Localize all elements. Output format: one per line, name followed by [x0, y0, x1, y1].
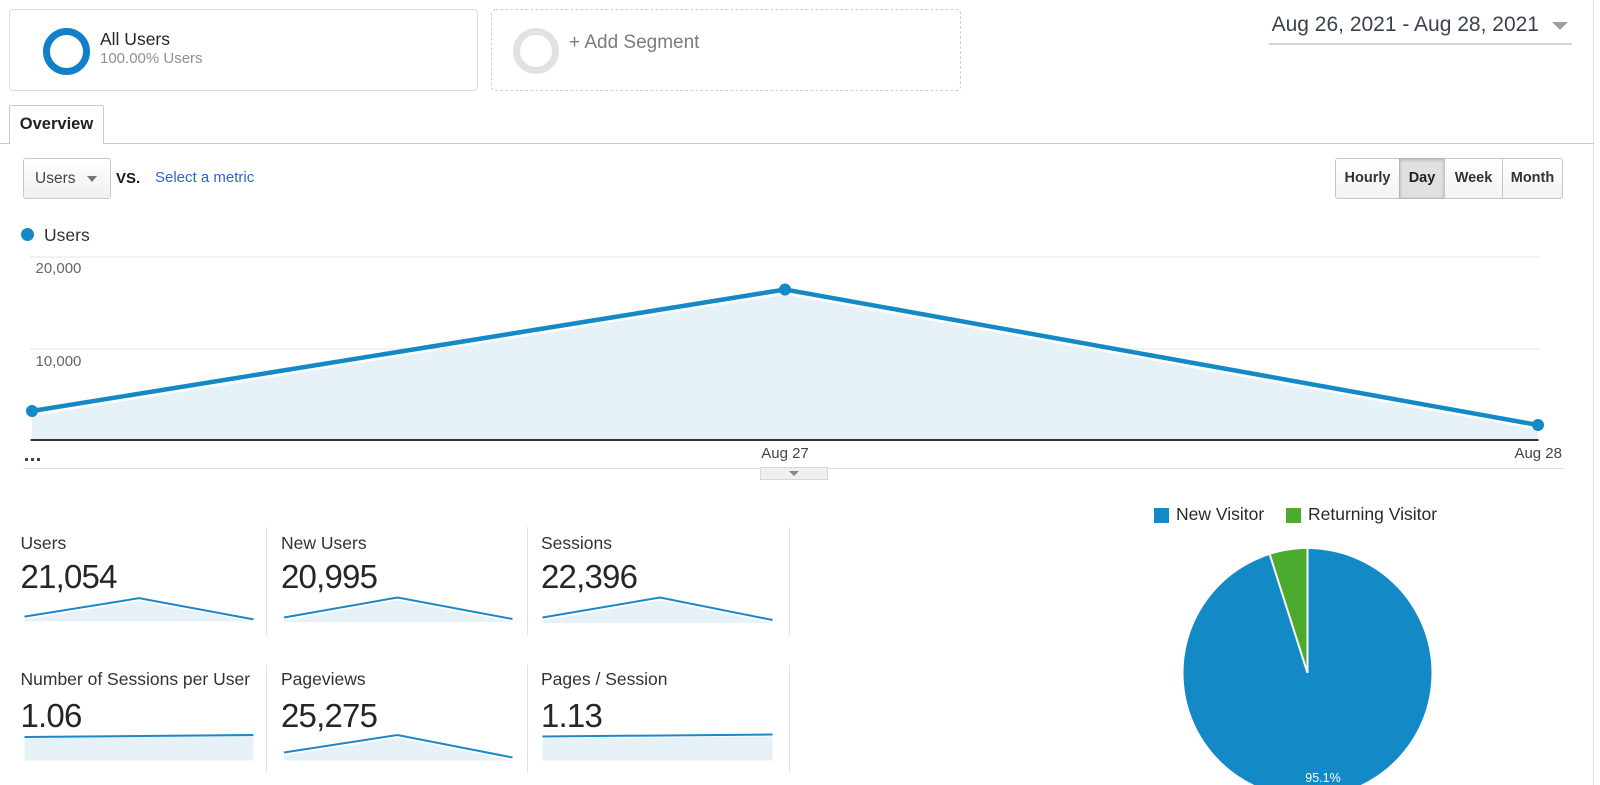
svg-text:95.1%: 95.1%: [1305, 771, 1340, 785]
